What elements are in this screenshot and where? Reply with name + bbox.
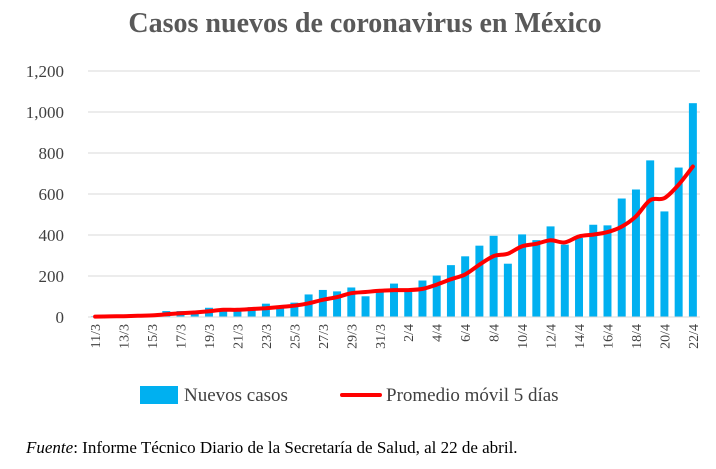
bar <box>333 291 342 317</box>
moving-average-line <box>93 164 695 319</box>
bar <box>489 235 498 317</box>
x-tick-label: 21/3 <box>231 324 246 349</box>
bar <box>261 303 270 317</box>
bar <box>304 294 313 317</box>
chart-title: Casos nuevos de coronavirus en México <box>128 8 601 39</box>
legend-bar-label: Nuevos casos <box>184 385 288 406</box>
x-tick-label: 17/3 <box>175 324 190 349</box>
bar <box>617 198 626 317</box>
x-tick-label: 25/3 <box>288 324 303 349</box>
bar-series <box>91 103 697 317</box>
bar <box>674 167 683 317</box>
bar <box>646 160 655 317</box>
bar <box>219 309 228 317</box>
x-tick-label: 18/4 <box>630 324 645 349</box>
x-tick-label: 31/3 <box>374 324 389 349</box>
bar <box>233 309 242 317</box>
x-tick-label: 10/4 <box>516 324 531 349</box>
bar <box>390 283 398 317</box>
x-tick-label: 6/4 <box>459 324 474 342</box>
legend: Nuevos casos Promedio móvil 5 días <box>140 385 559 406</box>
x-tick-label: 23/3 <box>260 324 275 349</box>
bar <box>560 244 569 317</box>
x-tick-label: 8/4 <box>488 324 503 342</box>
x-tick-label: 15/3 <box>146 324 161 349</box>
bar <box>347 287 356 317</box>
y-axis: 0 200 400 600 800 1,000 1,200 <box>26 62 64 327</box>
bar <box>660 211 669 317</box>
bar <box>432 275 441 317</box>
y-tick-label: 1,200 <box>26 62 64 81</box>
bar <box>518 234 527 317</box>
legend-bar-swatch <box>140 386 178 404</box>
bar <box>290 302 299 317</box>
bar <box>361 296 370 317</box>
legend-line-label: Promedio móvil 5 días <box>386 385 559 406</box>
x-tick-label: 16/4 <box>601 324 616 349</box>
y-tick-label: 800 <box>39 144 65 163</box>
x-tick-label: 19/3 <box>203 324 218 349</box>
bar <box>375 292 384 317</box>
line-series <box>93 164 695 319</box>
bar <box>418 280 427 317</box>
bar <box>603 225 612 317</box>
x-tick-label: 2/4 <box>402 324 417 342</box>
bar <box>461 256 470 317</box>
bar <box>247 307 256 317</box>
y-tick-label: 0 <box>56 308 65 327</box>
bar <box>688 103 697 317</box>
source-note: Fuente: Informe Técnico Diario de la Sec… <box>26 438 518 458</box>
x-tick-label: 11/3 <box>89 324 104 348</box>
x-tick-label: 22/4 <box>687 324 702 349</box>
bar <box>276 306 285 317</box>
bar <box>575 237 584 317</box>
source-text: : Informe Técnico Diario de la Secretarí… <box>73 438 518 457</box>
x-tick-label: 4/4 <box>431 324 446 342</box>
x-tick-label: 27/3 <box>317 324 332 349</box>
bar <box>404 291 413 317</box>
source-label: Fuente <box>26 438 74 457</box>
x-tick-label: 13/3 <box>118 324 133 349</box>
bar <box>546 226 555 317</box>
x-tick-label: 20/4 <box>658 324 673 349</box>
grid-lines <box>88 70 700 277</box>
bar <box>589 224 598 317</box>
bar <box>503 263 512 317</box>
y-tick-label: 600 <box>39 185 65 204</box>
x-tick-label: 29/3 <box>345 324 360 349</box>
x-tick-label: 14/4 <box>573 324 588 349</box>
x-axis: 11/3 13/3 15/3 17/3 19/3 21/3 23/3 25/3 27/3 29/3… <box>88 316 702 349</box>
y-tick-label: 1,000 <box>26 103 64 122</box>
bar <box>532 240 541 317</box>
bar <box>318 289 327 317</box>
y-tick-label: 400 <box>39 226 65 245</box>
y-tick-label: 200 <box>39 267 65 286</box>
bar <box>631 189 640 317</box>
x-tick-label: 12/4 <box>545 324 560 349</box>
bar <box>475 245 484 317</box>
bar <box>446 265 455 317</box>
